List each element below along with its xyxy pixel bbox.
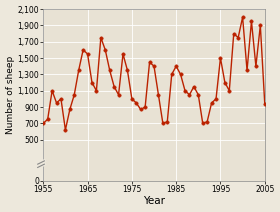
X-axis label: Year: Year bbox=[143, 197, 165, 206]
Y-axis label: Number of sheep: Number of sheep bbox=[6, 56, 15, 134]
